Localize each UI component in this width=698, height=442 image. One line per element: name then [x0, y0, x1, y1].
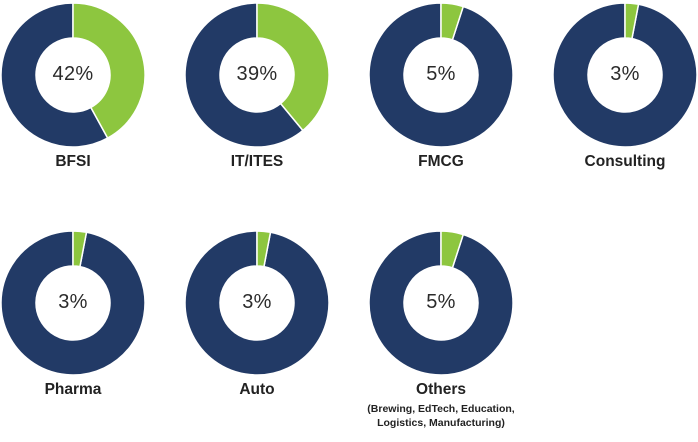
value-label-pharma: 3%	[58, 291, 88, 313]
value-label-others: 5%	[426, 291, 456, 313]
slice-consulting-rest	[552, 2, 698, 148]
category-note-others-line: (Brewing, EdTech, Education,	[367, 403, 515, 415]
slice-fmcg-rest	[368, 2, 514, 148]
slice-fmcg-share	[440, 2, 465, 41]
category-label-pharma: Pharma	[44, 381, 102, 398]
slice-auto-rest	[184, 230, 330, 376]
value-label-bfsi: 42%	[52, 63, 94, 85]
category-label-auto: Auto	[239, 381, 275, 398]
slice-it-ites-rest	[184, 2, 304, 148]
slice-others-rest	[368, 230, 514, 376]
value-label-it-ites: 39%	[236, 63, 278, 85]
slice-bfsi-rest	[0, 2, 109, 148]
category-label-consulting: Consulting	[584, 153, 666, 170]
category-label-bfsi: BFSI	[55, 153, 91, 170]
category-label-it-ites: IT/ITES	[230, 153, 284, 170]
slice-auto-share	[256, 230, 272, 268]
slice-pharma-rest	[0, 230, 146, 376]
slice-others-share	[440, 230, 465, 269]
slice-pharma-share	[72, 230, 88, 268]
category-label-others: Others	[416, 381, 466, 398]
slice-bfsi-share	[72, 2, 146, 140]
category-note-others-line: Logistics, Manufacturing)	[377, 417, 505, 429]
value-label-fmcg: 5%	[426, 63, 456, 85]
value-label-auto: 3%	[242, 291, 272, 313]
category-label-fmcg: FMCG	[418, 153, 464, 170]
value-label-consulting: 3%	[610, 63, 640, 85]
slice-it-ites-share	[256, 2, 330, 132]
slice-consulting-share	[624, 2, 640, 40]
